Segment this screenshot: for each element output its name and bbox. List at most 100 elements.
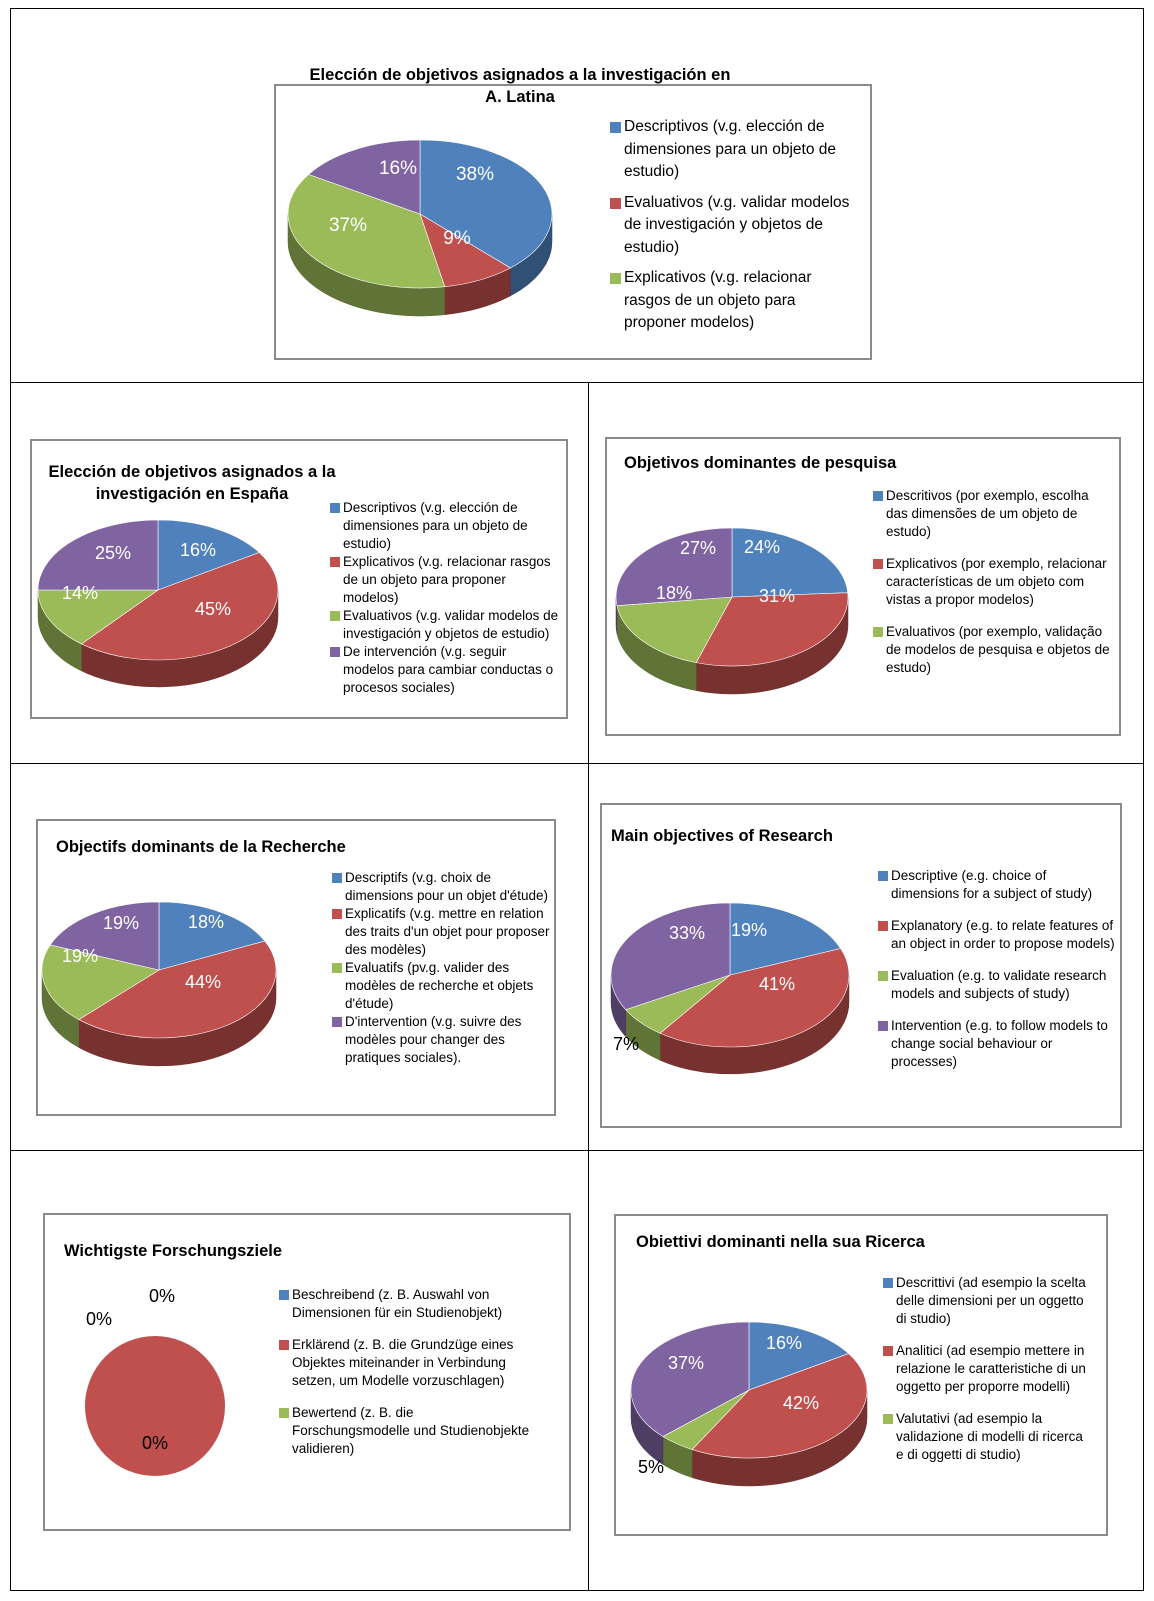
legend-item: Explicativos (v.g. relacionar rasgos de … <box>330 553 560 607</box>
chart-legend: Descriptifs (v.g. choix de dimensions po… <box>332 869 552 1067</box>
legend-label: Erklärend (z. B. die Grundzüge eines Obj… <box>292 1337 514 1388</box>
chart-title-line: Elección de objetivos asignados a la <box>48 463 336 481</box>
legend-label: Explicativos (por exemplo, relacionar ca… <box>886 556 1107 607</box>
legend-swatch <box>330 611 340 621</box>
legend-item: D'intervention (v.g. suivre des modèles … <box>332 1013 552 1067</box>
chart-title: Elección de objetivos asignados a la inv… <box>285 64 755 108</box>
legend-item: Bewertend (z. B. die Forschungsmodelle u… <box>279 1404 534 1458</box>
legend-swatch <box>878 1021 888 1031</box>
legend-swatch <box>878 971 888 981</box>
grid-divider <box>10 1150 1144 1151</box>
grid-divider <box>10 382 1144 383</box>
chart-title: Wichtigste Forschungsziele <box>64 1240 484 1262</box>
legend-swatch <box>279 1408 289 1418</box>
chart-title: Obiettivi dominanti nella sua Ricerca <box>636 1231 1056 1253</box>
legend-swatch <box>332 873 342 883</box>
chart-title-line: Main objectives of Research <box>611 827 833 845</box>
chart-legend: Beschreibend (z. B. Auswahl von Dimensio… <box>279 1286 534 1458</box>
legend-item: Explicatifs (v.g. mettre en relation des… <box>332 905 552 959</box>
legend-swatch <box>878 921 888 931</box>
legend-item: Evaluatifs (pv.g. valider des modèles de… <box>332 959 552 1013</box>
legend-swatch <box>330 647 340 657</box>
chart-title: Objectifs dominants de la Recherche <box>56 836 476 858</box>
legend-swatch <box>279 1340 289 1350</box>
grid-divider <box>588 382 589 1591</box>
legend-item: Erklärend (z. B. die Grundzüge eines Obj… <box>279 1336 534 1390</box>
chart-title-line: Obiettivi dominanti nella sua Ricerca <box>636 1233 925 1251</box>
chart-title-line: investigación en España <box>95 485 289 503</box>
legend-item: Evaluation (e.g. to validate research mo… <box>878 967 1118 1003</box>
chart-title: Elección de objetivos asignados a la inve… <box>42 461 342 505</box>
legend-label: Explicativos (v.g. relacionar rasgos de … <box>624 269 812 331</box>
legend-label: Descriptifs (v.g. choix de dimensions po… <box>345 870 548 903</box>
legend-item: Valutativi (ad esempio la validazione di… <box>883 1410 1093 1464</box>
legend-swatch <box>279 1290 289 1300</box>
chart-title-line: A. Latina <box>485 88 555 106</box>
legend-swatch <box>883 1278 893 1288</box>
legend-item: Analitici (ad esempio mettere in relazio… <box>883 1342 1093 1396</box>
legend-label: Evaluativos (v.g. validar modelos de inv… <box>624 193 850 256</box>
legend-label: Evaluativos (por exemplo, validação de m… <box>886 624 1110 675</box>
legend-swatch <box>610 122 621 133</box>
legend-swatch <box>330 503 340 513</box>
legend-swatch <box>332 1017 342 1027</box>
legend-item: Evaluativos (v.g. validar modelos de inv… <box>610 192 860 260</box>
legend-label: Explicatifs (v.g. mettre en relation des… <box>345 906 550 957</box>
chart-title: Main objectives of Research <box>611 825 1031 847</box>
legend-label: Descriptivos (v.g. elección de dimension… <box>624 118 836 180</box>
chart-legend: Descriptivos (v.g. elección de dimension… <box>610 116 860 335</box>
legend-item: Explicativos (por exemplo, relacionar ca… <box>873 555 1113 609</box>
legend-label: Explanatory (e.g. to relate features of … <box>891 918 1115 951</box>
legend-item: Descriptifs (v.g. choix de dimensions po… <box>332 869 552 905</box>
legend-swatch <box>330 557 340 567</box>
chart-title-line: Objectifs dominants de la Recherche <box>56 838 346 856</box>
chart-title-line: Elección de objetivos asignados a la inv… <box>309 66 731 84</box>
legend-swatch <box>332 963 342 973</box>
legend-label: Valutativi (ad esempio la validazione di… <box>896 1411 1083 1462</box>
legend-label: Bewertend (z. B. die Forschungsmodelle u… <box>292 1405 530 1456</box>
legend-swatch <box>873 627 883 637</box>
legend-label: Descrittivi (ad esempio la scelta delle … <box>896 1275 1086 1326</box>
chart-title-line: Objetivos dominantes de pesquisa <box>624 454 897 472</box>
legend-label: Descriptivos (v.g. elección de dimension… <box>343 500 528 551</box>
chart-legend: Descritivos (por exemplo, escolha das di… <box>873 487 1113 677</box>
legend-label: Evaluation (e.g. to validate research mo… <box>891 968 1107 1001</box>
legend-item: Explanatory (e.g. to relate features of … <box>878 917 1118 953</box>
legend-swatch <box>873 559 883 569</box>
legend-item: Descriptive (e.g. choice of dimensions f… <box>878 867 1118 903</box>
legend-label: Analitici (ad esempio mettere in relazio… <box>896 1343 1086 1394</box>
legend-item: Descriptivos (v.g. elección de dimension… <box>610 116 860 184</box>
legend-swatch <box>878 871 888 881</box>
chart-legend: Descriptive (e.g. choice of dimensions f… <box>878 867 1118 1071</box>
legend-swatch <box>332 909 342 919</box>
legend-label: Evaluatifs (pv.g. valider des modèles de… <box>345 960 534 1011</box>
legend-item: Evaluativos (por exemplo, validação de m… <box>873 623 1113 677</box>
legend-item: Descrittivi (ad esempio la scelta delle … <box>883 1274 1093 1328</box>
legend-item: Explicativos (v.g. relacionar rasgos de … <box>610 267 860 335</box>
table-grid <box>10 8 1144 1591</box>
chart-title: Objetivos dominantes de pesquisa <box>624 452 1044 474</box>
legend-item: Descriptivos (v.g. elección de dimension… <box>330 499 560 553</box>
chart-title-line: Wichtigste Forschungsziele <box>64 1242 283 1260</box>
legend-item: De intervención (v.g. seguir modelos par… <box>330 643 560 697</box>
legend-swatch <box>883 1346 893 1356</box>
legend-label: De intervención (v.g. seguir modelos par… <box>343 644 554 695</box>
legend-swatch <box>873 491 883 501</box>
grid-divider <box>10 763 1144 764</box>
legend-item: Descritivos (por exemplo, escolha das di… <box>873 487 1113 541</box>
chart-legend: Descriptivos (v.g. elección de dimension… <box>330 499 560 697</box>
legend-item: Intervention (e.g. to follow models to c… <box>878 1017 1118 1071</box>
legend-label: Intervention (e.g. to follow models to c… <box>891 1018 1108 1069</box>
legend-item: Beschreibend (z. B. Auswahl von Dimensio… <box>279 1286 534 1322</box>
legend-label: Beschreibend (z. B. Auswahl von Dimensio… <box>292 1287 503 1320</box>
legend-label: D'intervention (v.g. suivre des modèles … <box>345 1014 522 1065</box>
legend-label: Explicativos (v.g. relacionar rasgos de … <box>343 554 551 605</box>
legend-label: Evaluativos (v.g. validar modelos de inv… <box>343 608 559 641</box>
legend-swatch <box>610 273 621 284</box>
legend-swatch <box>610 197 621 209</box>
legend-label: Descriptive (e.g. choice of dimensions f… <box>891 868 1093 901</box>
chart-legend: Descrittivi (ad esempio la scelta delle … <box>883 1274 1093 1464</box>
legend-swatch <box>883 1414 893 1424</box>
legend-item: Evaluativos (v.g. validar modelos de inv… <box>330 607 560 643</box>
legend-label: Descritivos (por exemplo, escolha das di… <box>886 488 1089 539</box>
